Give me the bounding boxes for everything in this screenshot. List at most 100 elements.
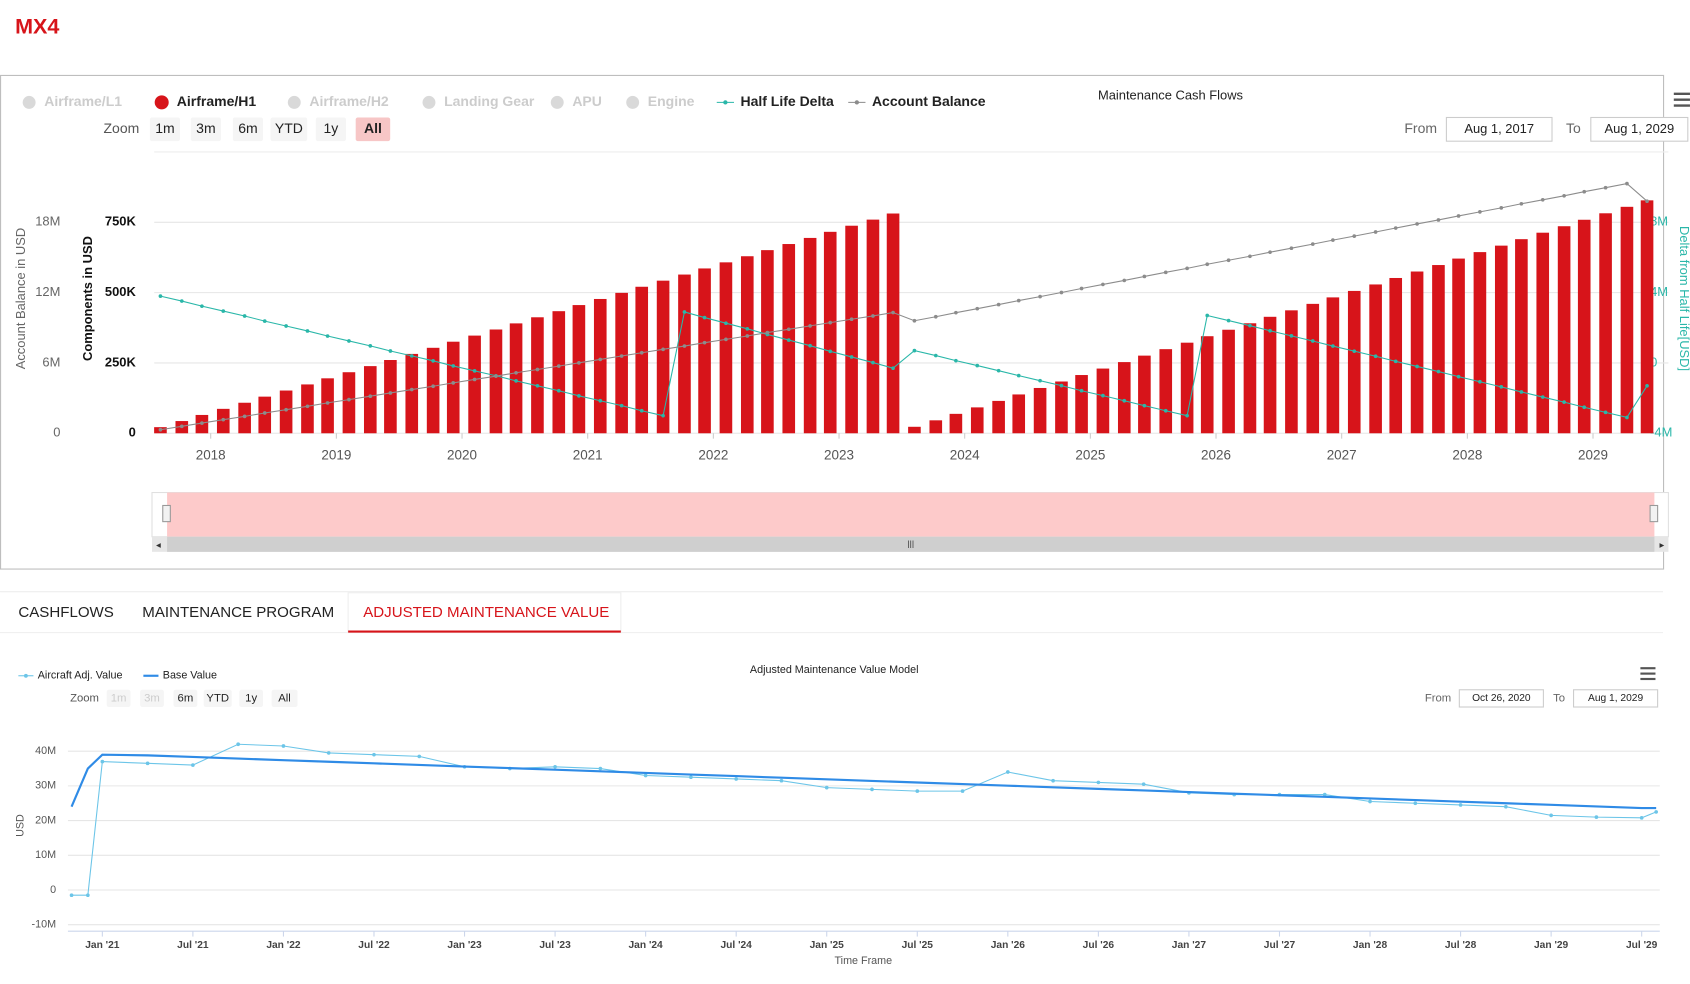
point [1163, 270, 1168, 275]
bar [1389, 277, 1403, 434]
bar [1243, 323, 1257, 434]
zoom-button[interactable] [149, 117, 181, 142]
navigator-handle[interactable] [162, 504, 171, 523]
navigator-handle[interactable] [1649, 504, 1659, 523]
tab[interactable]: MAINTENANCE PROGRAM [142, 604, 334, 621]
zoom-button[interactable] [173, 689, 198, 708]
date-input[interactable] [1445, 116, 1553, 142]
bar [1117, 362, 1131, 434]
point [451, 381, 456, 385]
zoom-button[interactable] [232, 117, 264, 142]
point [1603, 410, 1608, 415]
scroll-arrow[interactable]: ▸ [1660, 540, 1665, 551]
legend-label[interactable]: Engine [648, 93, 695, 109]
zoom-button [106, 689, 131, 708]
legend-label[interactable]: Base Value [163, 670, 217, 682]
point [689, 775, 693, 780]
x-tick-label: Jan '27 [1172, 940, 1207, 951]
legend-label[interactable]: Airframe/H1 [177, 93, 257, 109]
legend-symbol[interactable] [550, 95, 564, 109]
legend-label[interactable]: APU [572, 93, 602, 109]
bar [446, 341, 460, 434]
zoom-button[interactable] [315, 117, 346, 142]
legend-symbol[interactable] [854, 100, 860, 105]
legend-label[interactable]: Account Balance [872, 93, 986, 109]
legend-symbol[interactable] [154, 95, 169, 110]
point [1654, 810, 1659, 814]
point [472, 369, 477, 373]
zoom-button-label: 3m [196, 120, 215, 136]
legend-symbol[interactable] [287, 95, 301, 109]
x-tick-label: 2026 [1201, 447, 1231, 462]
point [577, 393, 581, 398]
y3-tick-label: 8M [1650, 214, 1668, 229]
navigator-selection[interactable] [167, 492, 1655, 537]
scrollbar-thumb[interactable] [167, 536, 1655, 552]
menu-icon[interactable] [1640, 667, 1656, 681]
point [1101, 282, 1105, 287]
zoom-button-label: 6m [178, 692, 194, 704]
legend-symbol[interactable] [626, 95, 640, 109]
point [891, 366, 895, 371]
legend-symbol[interactable] [22, 95, 36, 109]
point [326, 751, 331, 755]
y-tick-label: 40M [35, 745, 56, 757]
point [1594, 815, 1599, 819]
point [372, 752, 376, 757]
menu-icon[interactable] [1673, 92, 1690, 107]
y3-tick-label: -4M [1650, 425, 1672, 440]
legend-label[interactable]: Landing Gear [444, 93, 535, 109]
bar [1138, 355, 1151, 434]
x-tick-label: Jul '24 [720, 940, 752, 951]
legend-label[interactable]: Aircraft Adj. Value [38, 670, 123, 682]
zoom-button[interactable] [190, 117, 221, 142]
y-tick-label: -10M [32, 919, 57, 931]
bar [1536, 232, 1550, 434]
tab[interactable]: CASHFLOWS [18, 604, 114, 621]
date-input[interactable] [1573, 689, 1659, 708]
bar [803, 237, 817, 434]
zoom-button[interactable] [271, 689, 298, 708]
point [281, 744, 286, 748]
zoom-button[interactable] [203, 689, 232, 708]
bar [845, 225, 858, 434]
bar [719, 262, 733, 434]
legend-label[interactable]: Airframe/L1 [44, 93, 122, 109]
point [682, 344, 687, 348]
date-input[interactable] [1590, 116, 1689, 142]
tab[interactable]: ADJUSTED MAINTENANCE VALUE [363, 604, 609, 621]
point [1226, 318, 1231, 323]
bar [363, 366, 377, 434]
point [514, 370, 518, 375]
x-tick-label: 2027 [1327, 447, 1357, 462]
zoom-button[interactable] [239, 689, 264, 708]
zoom-button-label: 1y [324, 120, 339, 136]
legend-label[interactable]: Half Life Delta [740, 93, 834, 109]
date-input[interactable] [1458, 689, 1544, 708]
point [1540, 395, 1545, 399]
zoom-button[interactable] [270, 117, 308, 142]
x-tick-label: Jul '27 [1264, 940, 1296, 951]
bar [949, 413, 963, 434]
point [1331, 344, 1335, 348]
point [1141, 782, 1146, 786]
legend-label[interactable]: Airframe/H2 [309, 93, 389, 109]
y-tick-label: 6M [42, 354, 60, 369]
legend-symbol[interactable] [422, 95, 436, 109]
legend-symbol[interactable] [723, 100, 728, 105]
point [1268, 328, 1272, 333]
app-title: MX4 [15, 14, 59, 39]
zoom-label: Zoom [70, 692, 99, 704]
y2-tick-label: 500K [105, 284, 137, 299]
point [786, 327, 791, 332]
bar [405, 353, 419, 434]
point [1122, 398, 1127, 403]
y-tick-label: 10M [35, 849, 56, 861]
point [891, 310, 895, 315]
point [1415, 364, 1419, 369]
point [431, 358, 435, 363]
zoom-button[interactable] [355, 117, 391, 142]
bar [1263, 316, 1277, 434]
scroll-arrow[interactable]: ◂ [156, 540, 161, 551]
x-tick-label: Jan '26 [991, 940, 1026, 951]
